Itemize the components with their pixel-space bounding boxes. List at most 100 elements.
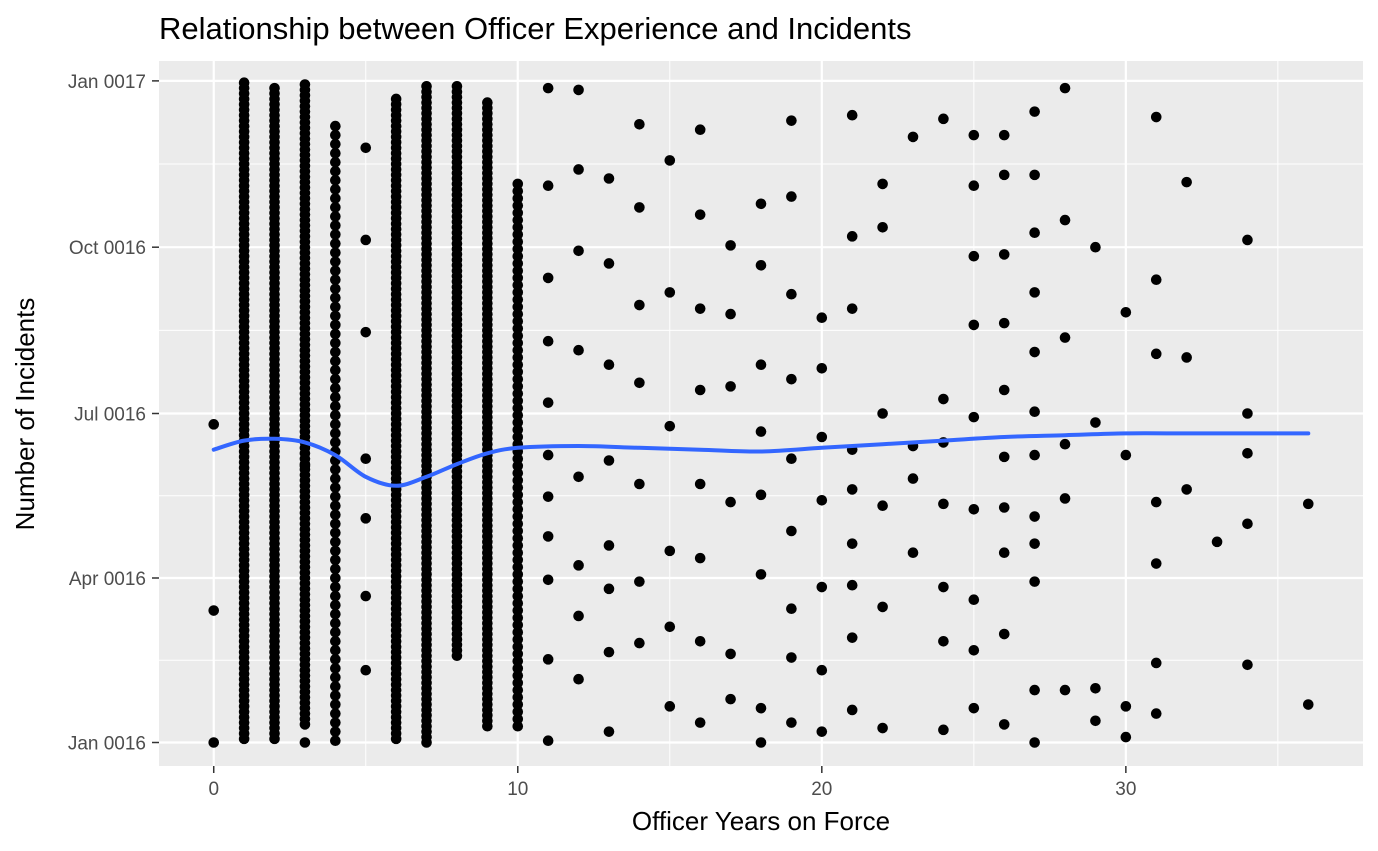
data-point: [330, 654, 341, 665]
data-point: [330, 355, 341, 367]
data-point: [786, 373, 797, 385]
data-point: [846, 303, 858, 314]
data-point: [846, 579, 858, 591]
data-point: [573, 245, 584, 257]
data-point: [360, 142, 372, 154]
data-point: [755, 569, 767, 580]
data-point: [755, 702, 767, 714]
data-point: [330, 518, 341, 530]
data-point: [603, 173, 615, 184]
data-point: [360, 453, 372, 464]
x-tick-label: 10: [507, 779, 528, 800]
data-point: [968, 319, 980, 331]
data-point: [634, 202, 645, 213]
data-point: [360, 590, 372, 602]
data-point: [816, 664, 828, 676]
data-point: [360, 326, 372, 338]
data-point: [755, 426, 767, 437]
data-point: [390, 93, 402, 105]
data-point: [664, 287, 676, 298]
data-point: [755, 359, 767, 370]
data-point: [1029, 511, 1040, 522]
data-point: [330, 500, 341, 511]
data-point: [330, 310, 341, 322]
data-point: [998, 249, 1010, 260]
data-point: [330, 229, 341, 240]
data-point: [664, 155, 676, 166]
data-point: [634, 576, 645, 587]
data-point: [1242, 659, 1253, 671]
data-point: [816, 363, 828, 374]
data-point: [299, 737, 311, 748]
data-point: [786, 652, 797, 663]
data-point: [542, 574, 554, 586]
data-point: [360, 234, 372, 246]
data-point: [694, 478, 706, 490]
data-point: [816, 312, 828, 323]
data-point: [542, 531, 554, 542]
data-point: [1059, 684, 1071, 696]
data-point: [968, 645, 980, 656]
y-axis: Jan 0016 Apr 0016 Jul 0016 Oct 0016 Jan 0017: [68, 72, 159, 755]
data-point: [330, 373, 341, 385]
data-point: [694, 384, 706, 396]
data-point: [330, 328, 341, 340]
data-point: [330, 382, 341, 394]
data-point: [1029, 169, 1040, 181]
x-tick-label: 30: [1115, 779, 1136, 800]
data-point: [786, 288, 797, 300]
x-axis-title: Officer Years on Force: [632, 806, 890, 836]
data-point: [877, 500, 888, 511]
data-point: [1302, 699, 1314, 710]
data-point: [938, 393, 949, 405]
data-point: [1120, 731, 1132, 743]
data-point: [1242, 408, 1253, 419]
data-point: [330, 220, 341, 231]
data-point: [330, 726, 341, 737]
data-point: [330, 635, 341, 647]
data-point: [330, 247, 341, 258]
data-point: [330, 410, 341, 421]
data-point: [998, 547, 1010, 558]
data-point: [1029, 449, 1040, 461]
data-point: [846, 704, 858, 716]
data-point: [1150, 111, 1162, 123]
data-point: [330, 256, 341, 267]
data-point: [330, 599, 341, 611]
data-point: [360, 513, 372, 524]
data-point: [330, 120, 341, 132]
data-point: [694, 303, 706, 314]
y-tick-label: Jan 0017: [68, 72, 146, 93]
data-point: [512, 178, 524, 190]
y-tick-label: Apr 0016: [69, 569, 146, 590]
data-point: [1029, 576, 1040, 587]
data-point: [573, 84, 584, 96]
data-point: [330, 608, 341, 620]
data-point: [725, 240, 736, 251]
data-point: [1090, 417, 1101, 428]
data-point: [330, 708, 341, 719]
data-point: [330, 437, 341, 448]
data-point: [1059, 214, 1071, 226]
data-point: [542, 397, 554, 408]
smooth-line: [211, 431, 1311, 488]
data-point: [573, 164, 584, 175]
data-point: [1090, 241, 1101, 253]
data-point: [877, 222, 888, 233]
data-point: [786, 453, 797, 464]
x-tick-label: 20: [811, 779, 832, 800]
data-point: [330, 283, 341, 295]
data-point: [846, 484, 858, 495]
data-point: [573, 560, 584, 571]
data-point: [634, 299, 645, 311]
data-point: [542, 654, 554, 665]
data-point: [330, 301, 341, 313]
data-point: [1029, 538, 1040, 549]
data-point: [786, 525, 797, 537]
data-point: [573, 610, 584, 622]
data-point: [1120, 306, 1132, 318]
data-point: [330, 681, 341, 692]
data-point: [634, 478, 645, 490]
data-point: [330, 129, 341, 141]
data-point: [968, 702, 980, 714]
